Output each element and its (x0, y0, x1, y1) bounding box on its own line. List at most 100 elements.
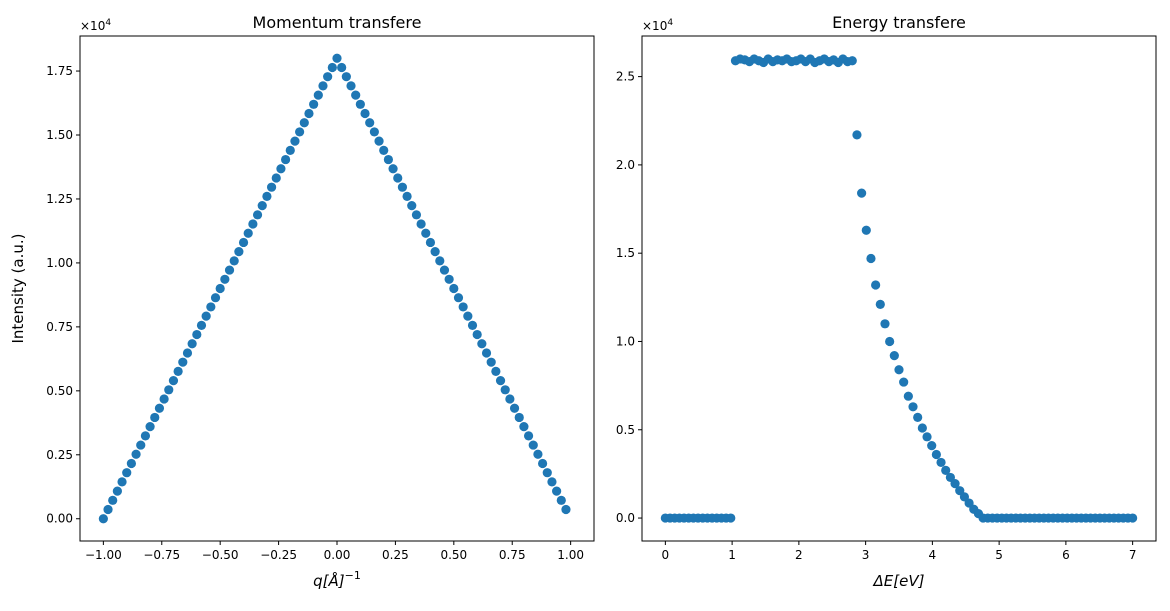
chart-title: Energy transfere (832, 13, 966, 32)
x-tick-label: 0.00 (324, 548, 351, 562)
data-point (397, 182, 408, 192)
data-point (126, 458, 136, 469)
data-point (889, 351, 899, 361)
y-tick-label: 0.00 (46, 512, 73, 526)
data-point (922, 432, 932, 442)
momentum-transfer-chart: −1.00 −0.75 −0.50 −0.25 0.00 0.25 0.50 0.75 1.00… (9, 13, 595, 590)
data-point (950, 479, 960, 489)
data-point (215, 283, 225, 294)
data-point (131, 449, 141, 459)
plot-frame (79, 35, 595, 542)
data-point (365, 118, 375, 128)
data-points (98, 53, 571, 524)
data-point (271, 173, 281, 183)
data-point (248, 219, 258, 229)
data-point (927, 441, 937, 451)
data-point (299, 118, 309, 128)
data-point (439, 265, 450, 275)
data-point (369, 127, 379, 137)
data-point (430, 247, 440, 257)
y-tick-label: 1.5 (616, 246, 635, 260)
y-multiplier-exponent: 4 (105, 18, 111, 28)
data-point (519, 422, 529, 432)
data-point (407, 201, 417, 211)
data-point (220, 274, 230, 284)
data-point (281, 154, 291, 165)
data-point (178, 357, 188, 367)
y-multiplier-label: ×104 (642, 18, 673, 33)
data-point (266, 182, 277, 192)
data-point (154, 403, 165, 413)
data-point (861, 225, 871, 235)
data-point (201, 311, 211, 321)
data-point (234, 247, 244, 257)
x-tick-label: 6 (1062, 548, 1070, 562)
data-point (309, 99, 319, 109)
x-tick-label: −1.00 (85, 548, 122, 562)
x-tick-label: 3 (862, 548, 870, 562)
data-point (140, 431, 151, 441)
y-tick-label: 1.0 (616, 334, 635, 348)
data-point (262, 191, 272, 201)
data-point (726, 513, 736, 523)
data-point (402, 191, 412, 201)
data-point (383, 154, 393, 165)
data-point (168, 376, 179, 386)
data-point (295, 127, 305, 137)
data-point (486, 357, 496, 367)
data-point (276, 164, 286, 174)
data-point (224, 265, 235, 275)
data-point (542, 468, 552, 478)
data-point (505, 394, 515, 404)
data-point (145, 422, 155, 432)
y-tick-label: 1.50 (46, 128, 73, 142)
data-point (229, 256, 239, 266)
y-tick-label: 1.00 (46, 256, 73, 270)
data-point (500, 385, 510, 395)
data-point (852, 130, 862, 140)
data-point (561, 504, 571, 515)
data-point (444, 274, 454, 284)
data-point (931, 449, 941, 460)
x-tick-label: 1.00 (557, 548, 584, 562)
x-tick-label: 1 (728, 548, 736, 562)
data-point (351, 90, 361, 100)
data-point (150, 412, 160, 423)
data-point (875, 299, 885, 309)
data-point (285, 145, 295, 155)
data-point (379, 145, 389, 155)
data-point (210, 293, 221, 303)
x-tick-label: 0.25 (382, 548, 409, 562)
data-point (164, 385, 174, 395)
data-point (547, 477, 557, 487)
data-point (238, 237, 249, 248)
data-point (908, 402, 918, 412)
y-axis-label: Intensity (a.u.) (9, 234, 27, 344)
data-point (552, 486, 562, 496)
data-point (117, 477, 127, 487)
data-point (192, 329, 202, 340)
y-tick-label: 1.75 (46, 64, 73, 78)
data-point (136, 440, 146, 450)
data-point (477, 339, 487, 349)
data-point (112, 486, 122, 496)
x-tick-label: −0.75 (143, 548, 180, 562)
x-tick-label: −0.25 (260, 548, 297, 562)
data-point (894, 365, 904, 375)
data-point (903, 391, 913, 401)
y-tick-label: 0.25 (46, 448, 73, 462)
data-point (304, 108, 314, 119)
data-point (206, 302, 216, 312)
data-point (913, 412, 923, 422)
data-point (514, 412, 524, 423)
data-point (355, 99, 365, 109)
data-point (449, 283, 459, 294)
data-point (252, 210, 263, 220)
y-tick-label: 0.50 (46, 384, 73, 398)
y-multiplier-base: ×10 (80, 19, 105, 33)
data-point (425, 237, 436, 248)
y-multiplier-label: ×104 (80, 18, 111, 33)
y-tick-label: 0.0 (616, 511, 635, 525)
x-tick-label: 5 (995, 548, 1003, 562)
data-point (523, 431, 534, 441)
